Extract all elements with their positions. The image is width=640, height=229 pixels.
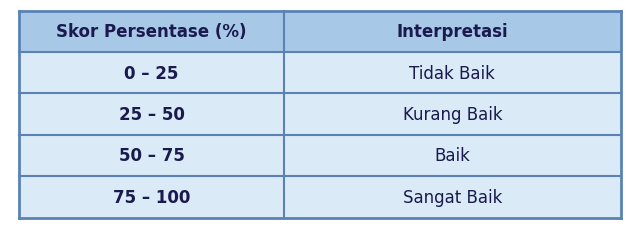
- Text: 50 – 75: 50 – 75: [118, 147, 184, 165]
- Bar: [284, 176, 621, 218]
- Bar: [19, 94, 284, 135]
- Text: Skor Persentase (%): Skor Persentase (%): [56, 23, 247, 41]
- Bar: [284, 53, 621, 94]
- Bar: [19, 11, 284, 53]
- Text: Baik: Baik: [435, 147, 470, 165]
- Bar: [19, 176, 284, 218]
- Text: Tidak Baik: Tidak Baik: [410, 64, 495, 82]
- Bar: [19, 135, 284, 176]
- Bar: [284, 135, 621, 176]
- Text: Sangat Baik: Sangat Baik: [403, 188, 502, 206]
- Bar: [19, 53, 284, 94]
- Bar: [284, 94, 621, 135]
- Text: 0 – 25: 0 – 25: [124, 64, 179, 82]
- Bar: [284, 11, 621, 53]
- Text: 25 – 50: 25 – 50: [118, 106, 184, 123]
- Text: 75 – 100: 75 – 100: [113, 188, 190, 206]
- Text: Interpretasi: Interpretasi: [397, 23, 508, 41]
- Text: Kurang Baik: Kurang Baik: [403, 106, 502, 123]
